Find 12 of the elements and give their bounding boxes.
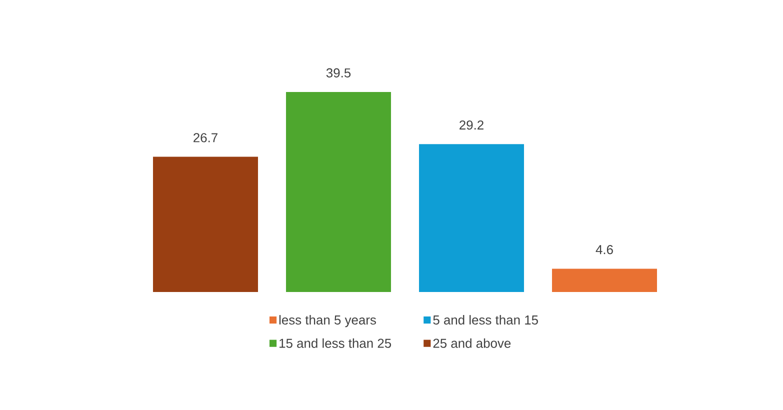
legend-label: 5 and less than 15 [433,315,538,325]
bar [552,268,658,292]
legend-label: 15 and less than 25 [280,338,392,348]
bar [419,144,524,292]
data-label: 39.5 [326,68,351,78]
bar [153,156,258,292]
data-label: 29.2 [460,120,484,130]
legend-label: 25 and above [433,338,511,348]
data-label: 4.6 [596,245,613,254]
bar [286,92,391,292]
data-label: 26.7 [194,133,218,142]
legend-label: less than 5 years [279,315,376,328]
